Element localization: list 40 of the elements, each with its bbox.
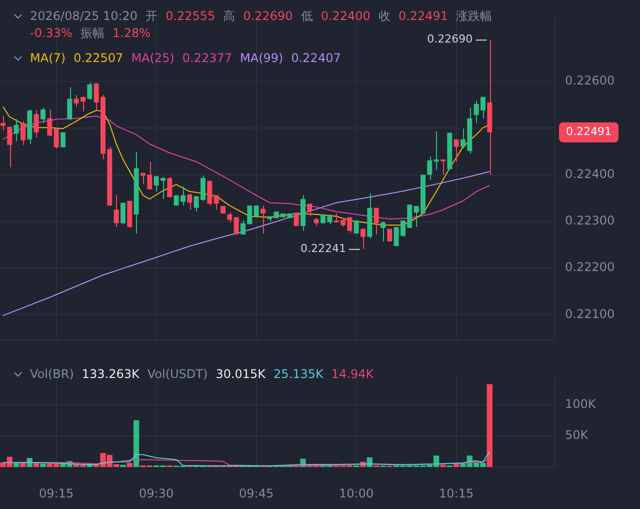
annotation: 25.135K: [274, 366, 324, 383]
annotation: 30.015K: [216, 366, 266, 383]
text: MA(7): [30, 50, 66, 67]
y-tick-label: 100K: [565, 397, 597, 412]
annotation: 0.22555: [166, 8, 216, 25]
y-tick-label: 0.22200: [565, 260, 615, 274]
annotation: 涨跌幅: [456, 8, 492, 25]
annotation: 0.22407: [291, 50, 341, 67]
x-tick-label: 09:30: [139, 486, 174, 500]
annotation: Vol(USDT): [147, 366, 208, 383]
annotation: 1.28%: [112, 25, 151, 42]
annotation: 0.22400: [320, 8, 370, 25]
annotation: 低: [300, 8, 313, 25]
text: MA(25): [131, 50, 174, 67]
text: 0.22491: [566, 125, 612, 138]
annotation: 高: [223, 8, 236, 25]
annotation: 振幅: [80, 25, 104, 42]
annotation: 133.263K: [82, 366, 140, 383]
annotation: 0.22690: [243, 8, 293, 25]
annotation: 0.22377: [182, 50, 232, 67]
annotation: 14.94K: [331, 366, 374, 383]
x-tick-label: 10:15: [439, 486, 474, 500]
annotation: 0.22491: [398, 8, 448, 25]
annotation: 开: [146, 8, 158, 25]
annotation: 0.22507: [74, 50, 124, 67]
y-tick-label: 0.22300: [565, 214, 615, 228]
annotation: -0.33%: [30, 25, 72, 42]
y-tick-label: 0.22400: [565, 166, 615, 181]
y-tick-label: 0.22600: [565, 74, 615, 88]
annotation: 2026/08/25 10:20: [30, 8, 138, 25]
x-tick-label: 10:00: [339, 486, 374, 500]
annotation: Vol(BR): [30, 366, 74, 383]
y-tick-label: 0.22100: [565, 306, 615, 321]
annotation: 0.22690: [427, 32, 473, 46]
annotation: 收: [378, 8, 390, 25]
annotation: 0.22241: [300, 242, 346, 255]
x-tick-label: 09:45: [239, 486, 274, 500]
y-tick-label: 50K: [565, 428, 590, 442]
text: MA(99): [240, 50, 284, 67]
x-tick-label: 09:15: [39, 486, 74, 500]
